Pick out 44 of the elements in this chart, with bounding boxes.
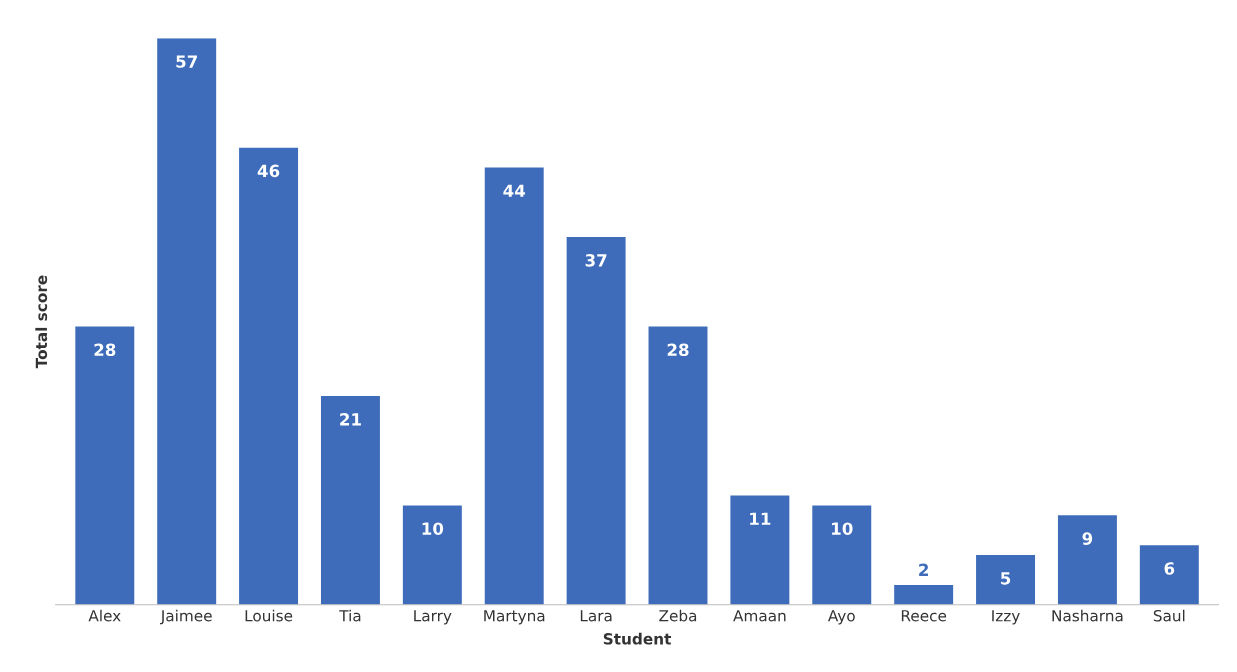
x-tick-label: Jaimee <box>159 609 212 625</box>
data-label: 28 <box>667 343 689 357</box>
data-label: 2 <box>919 563 929 576</box>
bar <box>320 396 380 605</box>
data-label: 57 <box>176 55 197 68</box>
data-label: 21 <box>340 413 361 426</box>
x-tick-label: Nasharna <box>1052 609 1123 622</box>
x-tick-label: Izzy <box>992 610 1020 625</box>
x-tick-label: Lara <box>580 610 612 622</box>
data-label: 10 <box>832 522 853 535</box>
bar <box>484 167 544 605</box>
bar <box>648 326 708 605</box>
x-tick-label: Saul <box>1153 609 1185 622</box>
bar <box>1139 545 1199 605</box>
data-label: 5 <box>1001 572 1011 585</box>
x-tick-label: Larry <box>414 610 452 625</box>
bar <box>730 495 790 605</box>
bar <box>976 555 1036 605</box>
data-label: 10 <box>422 522 444 535</box>
data-label: 44 <box>503 184 526 197</box>
data-label: 11 <box>750 512 771 525</box>
x-tick-label: Martyna <box>484 610 545 625</box>
bar <box>239 147 299 605</box>
bar <box>812 505 872 605</box>
x-axis-title: Student <box>603 632 672 645</box>
data-label: 46 <box>257 164 280 178</box>
bar <box>566 237 626 605</box>
data-label: 9 <box>1082 532 1093 545</box>
data-label: 37 <box>585 254 607 267</box>
data-label: 28 <box>94 343 116 357</box>
y-axis-title: Total score <box>35 275 48 369</box>
x-tick-label: Reece <box>901 610 947 622</box>
bar <box>75 326 135 605</box>
bar <box>157 38 217 605</box>
x-tick-label: Alex <box>88 609 121 622</box>
x-tick-label: Ayo <box>827 610 855 625</box>
x-tick-label: Louise <box>245 609 293 622</box>
x-tick-label: Zeba <box>659 609 697 622</box>
bar <box>402 505 462 605</box>
bar <box>1057 515 1117 605</box>
bar <box>894 584 954 605</box>
x-tick-label: Amaan <box>733 610 786 622</box>
data-label: 6 <box>1164 562 1175 575</box>
x-tick-label: Tia <box>339 609 361 622</box>
